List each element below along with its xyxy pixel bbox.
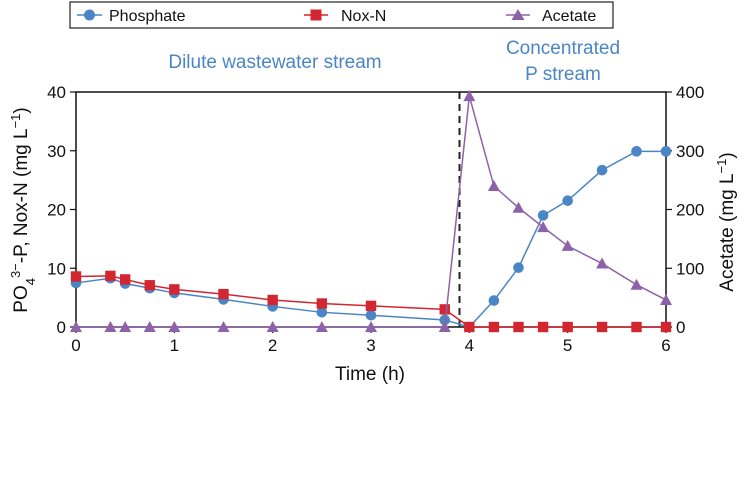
region-label-concentrated-line1: Concentrated [506, 38, 620, 59]
data-point-nox-n-6 [267, 294, 278, 306]
data-point-phosphate-13 [537, 210, 549, 221]
y-right-title-sup: −1 [714, 159, 729, 174]
y-right-title-main: Acetate (mg L [717, 173, 738, 291]
data-point-nox-n-13 [537, 321, 549, 333]
y-left-tick-label-4: 40 [47, 83, 66, 102]
data-point-acetate-16 [630, 278, 643, 290]
data-point-nox-n-0 [70, 271, 82, 282]
data-point-acetate-10 [463, 90, 476, 102]
data-point-acetate-15 [596, 257, 609, 269]
y-left-tick-label-2: 20 [47, 201, 66, 220]
x-tick-label-3: 3 [366, 336, 375, 355]
region-label-concentrated-line2: P stream [525, 64, 601, 85]
data-point-acetate-0 [70, 321, 82, 332]
data-point-acetate-5 [217, 321, 230, 332]
y-left-title-sub: 4 [23, 278, 38, 285]
legend-marker-phosphate [84, 9, 95, 21]
legend-marker-acetate [511, 9, 525, 20]
data-point-acetate-14 [561, 239, 574, 251]
y-left-title-mid: -P, Nox-N (mg L [11, 128, 32, 263]
data-point-nox-n-4 [169, 284, 180, 295]
data-point-acetate-2 [119, 321, 132, 332]
legend-item-nox: Nox-N [304, 8, 386, 25]
data-point-nox-n-3 [144, 280, 155, 291]
data-point-nox-n-15 [596, 321, 608, 333]
y-right-tick-label-1: 100 [676, 259, 704, 278]
y-left-title-po: PO [11, 285, 32, 312]
data-point-acetate-7 [315, 321, 328, 332]
data-point-nox-n-8 [365, 300, 377, 312]
data-point-acetate-13 [537, 221, 550, 233]
data-point-acetate-17 [660, 293, 672, 305]
data-point-phosphate-15 [596, 164, 608, 176]
series-layer [70, 90, 672, 333]
data-point-nox-n-14 [562, 321, 573, 333]
y-left-title-sup: 3− [8, 263, 23, 278]
legend-marker-nox [310, 9, 322, 21]
data-point-nox-n-1 [105, 270, 116, 282]
data-point-acetate-12 [512, 201, 525, 213]
y-right-title-end: ) [717, 152, 738, 158]
data-point-acetate-1 [104, 321, 117, 332]
legend-label-acetate: Acetate [542, 8, 596, 25]
x-tick-label-5: 5 [563, 336, 572, 355]
x-tick-label-1: 1 [170, 336, 179, 355]
data-point-acetate-3 [143, 321, 156, 332]
legend-item-phosphate: Phosphate [77, 8, 186, 25]
y-right-tick-label-3: 300 [676, 142, 704, 161]
data-point-nox-n-12 [513, 321, 524, 333]
x-axis-title: Time (h) [335, 364, 405, 385]
x-tick-label-4: 4 [465, 336, 474, 355]
legend-item-acetate: Acetate [506, 8, 596, 25]
y-left-tick-label-0: 0 [57, 318, 66, 337]
data-point-nox-n-16 [631, 321, 642, 333]
data-point-phosphate-11 [488, 295, 500, 306]
series-acetate [70, 90, 672, 332]
region-label-dilute: Dilute wastewater stream [168, 52, 381, 73]
legend-label-phosphate: Phosphate [109, 8, 186, 25]
x-tick-label-6: 6 [661, 336, 670, 355]
data-point-nox-n-10 [464, 321, 475, 333]
data-point-phosphate-14 [562, 195, 573, 206]
y-right-tick-label-4: 400 [676, 83, 704, 102]
data-point-acetate-11 [487, 180, 500, 191]
data-point-nox-n-17 [660, 321, 672, 333]
x-tick-label-2: 2 [268, 336, 277, 355]
series-nox-n [70, 270, 672, 333]
series-line-acetate [76, 95, 667, 328]
data-point-nox-n-7 [316, 298, 328, 309]
data-point-acetate-6 [266, 321, 279, 332]
y-right-tick-label-0: 0 [676, 318, 685, 337]
y-left-title-sup2: −1 [8, 114, 23, 129]
data-point-nox-n-11 [488, 321, 500, 333]
legend-label-nox: Nox-N [341, 8, 386, 25]
data-point-acetate-9 [438, 321, 451, 332]
data-point-nox-n-9 [439, 304, 450, 315]
y-left-tick-label-1: 10 [47, 259, 66, 278]
data-point-phosphate-7 [316, 307, 328, 318]
data-point-nox-n-5 [218, 288, 229, 300]
data-point-acetate-4 [168, 321, 181, 332]
data-point-acetate-8 [365, 321, 377, 332]
y-left-axis-title: PO43−-P, Nox-N (mg L−1) [8, 107, 38, 312]
data-point-phosphate-12 [513, 262, 524, 273]
data-point-phosphate-17 [660, 146, 672, 157]
y-right-axis-title: Acetate (mg L−1) [714, 152, 739, 291]
data-point-nox-n-2 [119, 274, 131, 285]
y-right-tick-label-2: 200 [676, 201, 704, 220]
y-left-tick-label-3: 30 [47, 142, 66, 161]
data-point-phosphate-8 [365, 309, 377, 321]
legend: Phosphate Nox-N Acetate [69, 1, 614, 29]
data-point-phosphate-16 [631, 146, 642, 157]
x-tick-label-0: 0 [71, 336, 80, 355]
y-left-title-end: ) [11, 107, 32, 113]
